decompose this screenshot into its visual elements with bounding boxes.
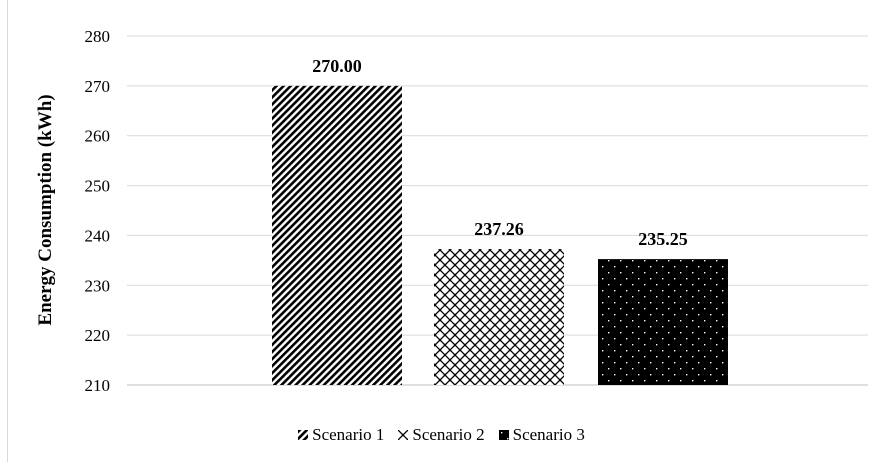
bar-scenario-1 <box>272 85 402 385</box>
y-tick-label: 270 <box>85 77 111 96</box>
y-axis-ticks: 210 220 230 240 250 260 270 280 <box>85 27 111 395</box>
y-tick-label: 210 <box>85 376 111 395</box>
frame-left-border <box>7 0 8 462</box>
y-tick-label: 240 <box>85 226 111 245</box>
legend-item: Scenario 3 <box>498 425 585 445</box>
y-tick-label: 250 <box>85 177 111 196</box>
y-tick-label: 220 <box>85 326 111 345</box>
legend-label: Scenario 2 <box>412 425 485 444</box>
legend-label: Scenario 1 <box>312 425 385 444</box>
y-axis-title: Energy Consumption (kWh) <box>35 94 56 325</box>
y-tick-label: 230 <box>85 276 111 295</box>
data-label: 270.00 <box>312 56 362 76</box>
data-label: 237.26 <box>474 219 524 239</box>
bar-chart: 210 220 230 240 250 260 270 280 270.00 237.26 235… <box>35 27 868 395</box>
y-tick-label: 280 <box>85 27 111 46</box>
legend-label: Scenario 3 <box>512 425 585 444</box>
legend: Scenario 1 Scenario 2 Scenario 3 <box>0 425 883 445</box>
legend-item: Scenario 2 <box>398 425 485 445</box>
y-tick-label: 260 <box>85 127 111 146</box>
data-label: 235.25 <box>638 229 688 249</box>
gridlines <box>127 35 868 386</box>
bars <box>272 85 728 385</box>
bar-scenario-2 <box>434 249 564 385</box>
legend-swatch <box>498 430 509 440</box>
legend-swatch <box>298 430 309 440</box>
data-labels: 270.00 237.26 235.25 <box>312 56 688 249</box>
bar-scenario-3 <box>598 259 728 385</box>
legend-item: Scenario 1 <box>298 425 384 445</box>
legend-swatch <box>398 430 409 440</box>
